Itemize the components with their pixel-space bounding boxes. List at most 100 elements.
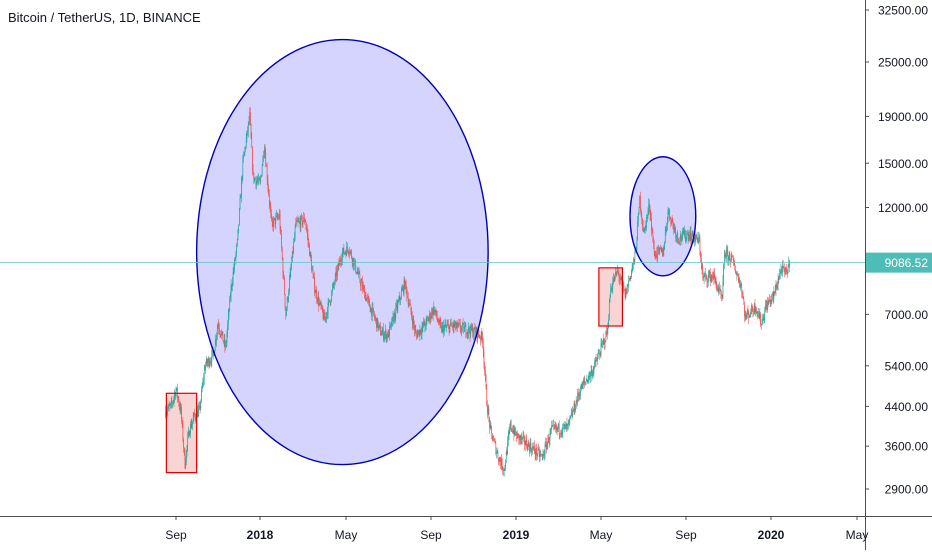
candle-body	[168, 405, 169, 409]
candle-body	[529, 443, 531, 452]
candle-body	[779, 269, 781, 275]
time-axis-panel[interactable]	[0, 516, 932, 550]
candle-body	[478, 334, 480, 338]
candle-body	[288, 292, 290, 300]
candle-body	[746, 314, 747, 318]
candle-body	[682, 230, 683, 240]
candle-body	[772, 293, 773, 296]
candle-body	[491, 427, 492, 434]
candle-body	[632, 263, 634, 269]
candle-body	[289, 279, 290, 293]
candle-body	[427, 318, 429, 321]
candle-body	[610, 287, 612, 298]
candle-body	[349, 252, 350, 254]
candle-body	[389, 326, 390, 337]
candle-body	[256, 180, 258, 182]
y-tick-label: 3600.00	[885, 440, 929, 454]
candle-body	[729, 253, 731, 261]
candle-body	[432, 310, 433, 316]
y-tick-label: 25000.00	[878, 56, 928, 70]
candle-body	[664, 231, 666, 243]
candle-body	[555, 425, 557, 428]
candle-body	[293, 241, 295, 253]
x-tick-label: May	[590, 528, 613, 542]
candle-body	[484, 371, 486, 376]
candle-body	[366, 298, 368, 301]
candle-body	[645, 225, 647, 228]
candle-body	[412, 319, 414, 325]
candle-body	[245, 138, 247, 148]
candle-body	[268, 194, 270, 204]
candle-body	[211, 352, 213, 363]
candle-body	[484, 364, 485, 372]
candle-body	[669, 208, 670, 217]
x-tick-label: Sep	[675, 528, 697, 542]
candle-body	[599, 353, 600, 355]
candle-body	[640, 195, 641, 210]
candle-body	[222, 331, 224, 342]
candle-body	[227, 313, 229, 324]
candle-body	[585, 381, 586, 383]
candle-body	[444, 324, 446, 327]
candle-body	[339, 260, 341, 262]
candle-body	[462, 323, 464, 324]
highlight-box-2[interactable]	[598, 267, 624, 327]
candle-body	[323, 312, 325, 320]
candle-body	[234, 259, 236, 260]
candle-body	[756, 308, 757, 314]
candle-body	[534, 446, 535, 452]
candle-body	[252, 147, 253, 170]
candle-body	[354, 261, 356, 262]
candle-body	[456, 326, 458, 329]
candle-body	[557, 427, 559, 430]
highlight-box-0[interactable]	[165, 392, 198, 474]
candle-body	[391, 317, 393, 326]
candle-body	[301, 216, 303, 225]
candle-body	[445, 324, 446, 327]
candle-body	[716, 283, 718, 291]
candle-body	[480, 337, 481, 340]
candle-body	[360, 282, 362, 286]
candle-body	[742, 293, 744, 299]
candle-body	[573, 411, 574, 412]
candle-body	[400, 291, 402, 300]
candle-body	[660, 247, 661, 250]
candle-body	[238, 224, 240, 229]
candle-body	[391, 322, 392, 326]
candle-body	[169, 405, 171, 407]
highlight-ellipse-3[interactable]	[629, 156, 697, 277]
candle-body	[592, 371, 593, 377]
x-tick-label: 2018	[247, 528, 274, 542]
candle-body	[561, 431, 563, 434]
candle-body	[570, 413, 572, 416]
highlight-ellipse-1[interactable]	[195, 38, 489, 466]
candle-body	[548, 437, 549, 443]
candle-body	[304, 221, 306, 223]
candle-body	[606, 329, 608, 336]
candle-body	[232, 282, 233, 287]
candle-body	[445, 326, 447, 328]
candle-body	[367, 297, 368, 299]
candle-body	[324, 312, 325, 321]
candle-body	[727, 250, 729, 261]
candle-body	[593, 367, 595, 374]
candle-body	[620, 277, 622, 280]
candle-body	[705, 273, 706, 276]
candle-body	[618, 272, 620, 278]
annotations-layer	[166, 39, 696, 473]
price-axis-panel[interactable]	[865, 0, 932, 550]
candle-body	[276, 215, 278, 218]
candle-body	[721, 294, 722, 296]
candle-body	[238, 209, 240, 225]
candle-body	[265, 153, 267, 166]
candle-body	[241, 179, 242, 198]
candle-body	[487, 409, 489, 414]
candle-body	[358, 271, 359, 274]
candle-body	[575, 408, 576, 411]
candle-body	[546, 443, 548, 450]
candle-body	[380, 334, 382, 336]
candle-body	[225, 342, 227, 345]
candle-body	[703, 276, 704, 279]
candle-body	[411, 312, 413, 318]
